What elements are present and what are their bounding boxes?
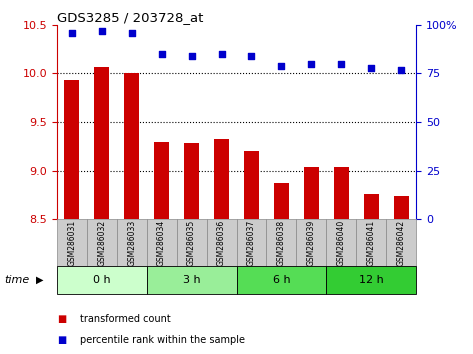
FancyBboxPatch shape xyxy=(57,266,147,294)
Point xyxy=(397,67,405,72)
FancyBboxPatch shape xyxy=(386,219,416,266)
FancyBboxPatch shape xyxy=(326,266,416,294)
Point xyxy=(188,53,195,59)
Point xyxy=(307,61,315,67)
Text: GSM286035: GSM286035 xyxy=(187,219,196,266)
Bar xyxy=(274,183,289,219)
Text: GDS3285 / 203728_at: GDS3285 / 203728_at xyxy=(57,11,203,24)
Bar xyxy=(154,142,169,219)
Text: GSM286040: GSM286040 xyxy=(337,219,346,266)
FancyBboxPatch shape xyxy=(236,266,326,294)
Text: percentile rank within the sample: percentile rank within the sample xyxy=(80,335,245,345)
Bar xyxy=(184,143,199,219)
Text: GSM286038: GSM286038 xyxy=(277,219,286,266)
Text: ■: ■ xyxy=(57,314,66,324)
FancyBboxPatch shape xyxy=(356,219,386,266)
Bar xyxy=(334,167,349,219)
FancyBboxPatch shape xyxy=(266,219,297,266)
FancyBboxPatch shape xyxy=(297,219,326,266)
Bar xyxy=(394,196,409,219)
FancyBboxPatch shape xyxy=(147,266,236,294)
Text: transformed count: transformed count xyxy=(80,314,171,324)
Text: 6 h: 6 h xyxy=(272,275,290,285)
FancyBboxPatch shape xyxy=(326,219,356,266)
Bar xyxy=(244,152,259,219)
FancyBboxPatch shape xyxy=(87,219,117,266)
Point xyxy=(68,30,76,35)
Text: GSM286033: GSM286033 xyxy=(127,219,136,266)
FancyBboxPatch shape xyxy=(57,219,87,266)
Text: ■: ■ xyxy=(57,335,66,345)
FancyBboxPatch shape xyxy=(117,219,147,266)
Text: GSM286039: GSM286039 xyxy=(307,219,316,266)
FancyBboxPatch shape xyxy=(176,219,207,266)
Text: GSM286041: GSM286041 xyxy=(367,219,376,266)
Point xyxy=(368,65,375,70)
Text: 12 h: 12 h xyxy=(359,275,384,285)
Point xyxy=(128,30,135,35)
Text: GSM286031: GSM286031 xyxy=(67,219,76,266)
Bar xyxy=(214,139,229,219)
Bar xyxy=(124,74,139,219)
Text: GSM286034: GSM286034 xyxy=(157,219,166,266)
Text: GSM286042: GSM286042 xyxy=(397,219,406,266)
Bar xyxy=(94,67,109,219)
Point xyxy=(98,28,105,33)
Point xyxy=(158,51,166,57)
Point xyxy=(338,61,345,67)
FancyBboxPatch shape xyxy=(236,219,266,266)
Text: 3 h: 3 h xyxy=(183,275,201,285)
Text: time: time xyxy=(5,275,30,285)
Text: GSM286036: GSM286036 xyxy=(217,219,226,266)
Text: GSM286037: GSM286037 xyxy=(247,219,256,266)
Text: 0 h: 0 h xyxy=(93,275,111,285)
Point xyxy=(248,53,255,59)
FancyBboxPatch shape xyxy=(147,219,176,266)
Bar xyxy=(304,167,319,219)
Point xyxy=(218,51,225,57)
Bar xyxy=(64,80,79,219)
Bar xyxy=(364,194,379,219)
FancyBboxPatch shape xyxy=(207,219,236,266)
Text: GSM286032: GSM286032 xyxy=(97,219,106,266)
Point xyxy=(278,63,285,68)
Text: ▶: ▶ xyxy=(35,275,43,285)
